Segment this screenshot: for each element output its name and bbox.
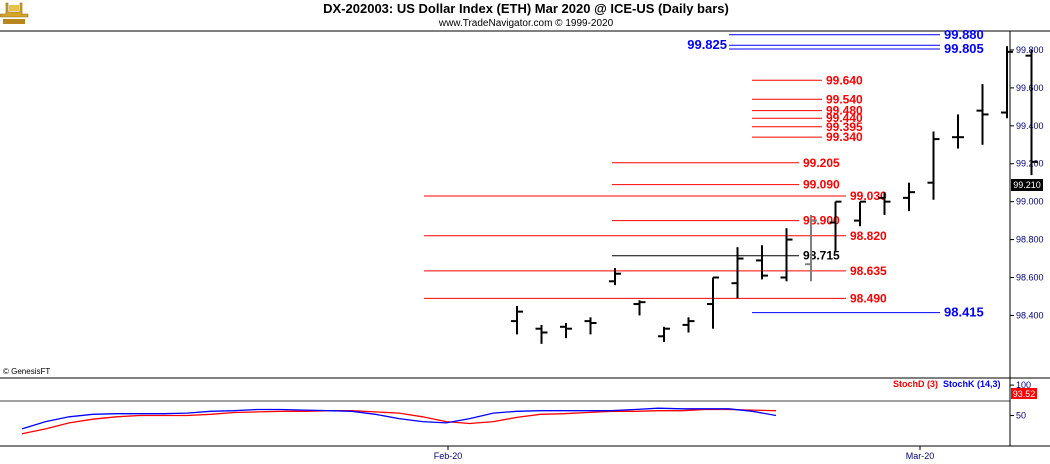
stoch-series-line [21,408,777,435]
x-tick-label: Mar-20 [906,451,935,461]
price-level-label: 99.440 [826,111,863,125]
panel-frames [0,30,1050,447]
ohlc-bar [805,214,817,282]
last-price-label: 99.210 [1013,180,1041,190]
ohlc-bar [682,317,695,333]
price-level-label: 99.480 [826,104,863,118]
price-tick-label: 99.800 [1016,45,1044,55]
chart-header: DX-202003: US Dollar Index (ETH) Mar 202… [0,1,729,29]
price-level-label: 99.340 [826,130,863,144]
price-level-label: 99.805 [944,41,984,56]
price-level-label: 98.900 [803,214,840,228]
ohlc-bar [609,268,621,286]
stoch-last-label: 93.52 [1013,389,1036,399]
price-level-label: 99.880 [944,27,984,42]
ohlc-bar [1025,49,1038,176]
ohlc-bar [535,324,548,344]
ohlc-bar [927,131,940,200]
price-level-label: 99.205 [803,156,840,170]
price-level-label: 98.415 [944,305,984,320]
chart-title: DX-202003: US Dollar Index (ETH) Mar 202… [323,1,729,16]
ohlc-bar [511,305,523,335]
price-tick-label: 99.400 [1016,121,1044,131]
price-level-label: 99.030 [850,189,887,203]
ohlc-bar [633,300,646,316]
stoch-last-badge: 93.52 [1011,388,1037,399]
stochastic-lines [21,407,777,435]
price-level-label: 98.490 [850,291,887,305]
stochastic-y-axis: 100 50 [1010,380,1031,421]
price-tick-label: 99.000 [1016,197,1044,207]
price-level-label: 99.540 [826,92,863,106]
ohlc-bar [829,200,842,251]
price-y-axis: 99.800 99.600 99.400 99.200 99.000 98.800 98.6… [1010,45,1044,320]
ohlc-bar [731,247,744,299]
ohlc-bar [903,182,915,212]
stoch-series-line [21,407,777,430]
price-bars [511,46,1038,344]
price-tick-label: 98.400 [1016,310,1044,320]
ohlc-bar [976,84,989,145]
price-tick-label: 99.200 [1016,159,1044,169]
ohlc-bar [584,317,597,335]
goldman-logo-icon [0,2,29,24]
copyright-label: © GenesisFT [3,367,50,376]
price-tick-label: 99.600 [1016,83,1044,93]
price-level-label: 99.825 [687,37,727,52]
price-panel: 99.800 99.600 99.400 99.200 99.000 98.800 98.6… [3,27,1044,376]
ohlc-bar [952,114,964,149]
stochastic-panel: 100 50 StochD (3) StochK (14,3) 93.52 [0,379,1037,435]
ohlc-bar [756,245,768,280]
ohlc-bar [707,276,719,329]
price-level-label: 98.820 [850,229,887,243]
chart-subtitle: www.TradeNavigator.com © 1999-2020 [438,18,614,29]
ohlc-bar [1001,46,1013,119]
x-axis: Feb-20 Mar-20 [434,446,935,461]
price-levels: 99.880 99.825 99.805 99.640 99.54099.48099.4… [424,27,984,320]
price-level-label: 99.395 [826,120,863,134]
last-price-badge: 99.210 [1011,179,1043,191]
price-level-label: 99.640 [826,73,863,87]
price-level-label: 99.090 [803,178,840,192]
ohlc-bar [560,323,572,339]
ohlc-bar [780,228,793,282]
price-level-label: 98.715 [803,249,840,263]
stoch-tick-label: 50 [1016,411,1026,421]
price-tick-label: 98.800 [1016,235,1044,245]
ohlc-bar [658,326,670,342]
stoch-d-legend: StochD (3) [893,379,938,389]
price-level-label: 98.635 [850,264,887,278]
stoch-k-legend: StochK (14,3) [943,379,1001,389]
stoch-tick-label: 100 [1016,380,1031,390]
price-tick-label: 98.600 [1016,273,1044,283]
ohlc-bar [854,200,866,227]
x-tick-label: Feb-20 [434,451,463,461]
ohlc-bar [878,192,891,215]
